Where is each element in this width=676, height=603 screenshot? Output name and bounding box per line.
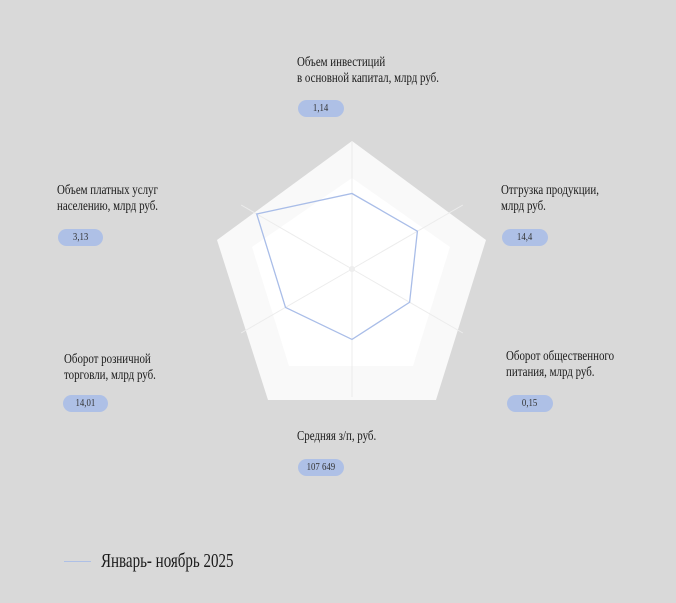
axis-label-investments: Объем инвестиций в основной капитал, млрд… [297, 55, 439, 86]
series-polygon [255, 192, 419, 341]
legend-swatch [64, 561, 91, 562]
inner-pentagon [252, 178, 450, 366]
axis-line [240, 204, 353, 270]
legend-label: Январь- ноябрь 2025 [101, 550, 234, 572]
axis-line [351, 268, 464, 334]
axis-label-shipment: Отгрузка продукции, млрд руб. [501, 183, 599, 214]
value-badge-salary: 107 649 [298, 459, 344, 476]
axis-label-paid-services: Объем платных услуг населению, млрд руб. [57, 183, 159, 214]
axis-label-catering: Оборот общественного питания, млрд руб. [506, 349, 615, 380]
value-badge-catering: 0,15 [507, 395, 553, 412]
axis-line [240, 268, 353, 334]
value-badge-paid-services: 3,13 [58, 229, 103, 246]
center-dot [349, 266, 355, 272]
value-badge-shipment: 14,4 [502, 229, 548, 246]
axis-label-retail: Оборот розничной торговли, млрд руб. [64, 352, 156, 383]
value-badge-retail: 14,01 [63, 395, 108, 412]
axis-line [351, 204, 464, 270]
value-badge-investments: 1,14 [298, 100, 344, 117]
axis-label-salary: Средняя з/п, руб. [297, 429, 377, 444]
